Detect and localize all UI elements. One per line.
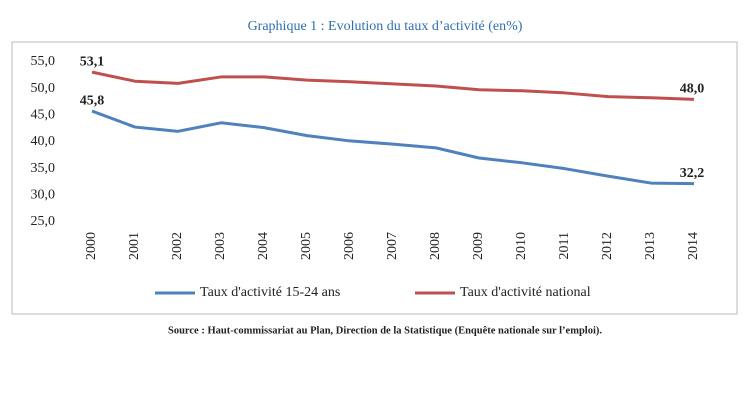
x-tick-label: 2011 [557,232,572,259]
data-label: 48,0 [680,82,705,97]
x-tick-label: 2003 [213,232,228,260]
y-tick-label: 25,0 [31,214,56,229]
x-tick-label: 2006 [342,232,357,260]
data-label: 45,8 [80,93,105,108]
y-tick-label: 30,0 [31,188,56,203]
y-tick-label: 55,0 [31,54,56,69]
data-label: 53,1 [80,54,105,69]
y-tick-label: 50,0 [31,81,56,96]
y-tick-label: 35,0 [31,161,56,176]
legend-label: Taux d'activité national [460,285,591,300]
y-tick-label: 40,0 [31,134,56,149]
legend-label: Taux d'activité 15-24 ans [200,285,340,300]
y-tick-label: 45,0 [31,108,56,123]
data-label: 32,2 [680,166,705,181]
source-note: Source : Haut-commissariat au Plan, Dire… [168,325,602,336]
x-tick-label: 2010 [514,232,529,260]
series-line [91,70,695,101]
x-tick-label: 2000 [84,232,99,260]
x-tick-label: 2007 [385,232,400,260]
chart-frame [11,41,738,315]
x-tick-label: 2001 [127,232,142,260]
series-line [91,109,695,186]
x-tick-label: 2002 [170,232,185,260]
x-tick-label: 2004 [256,232,271,260]
x-tick-label: 2013 [643,232,658,260]
chart-title: Graphique 1 : Evolution du taux d’activi… [248,19,523,34]
x-tick-label: 2014 [686,232,701,260]
x-tick-label: 2008 [428,232,443,260]
x-tick-label: 2012 [600,232,615,260]
x-tick-label: 2005 [299,232,314,260]
x-tick-label: 2009 [471,232,486,260]
